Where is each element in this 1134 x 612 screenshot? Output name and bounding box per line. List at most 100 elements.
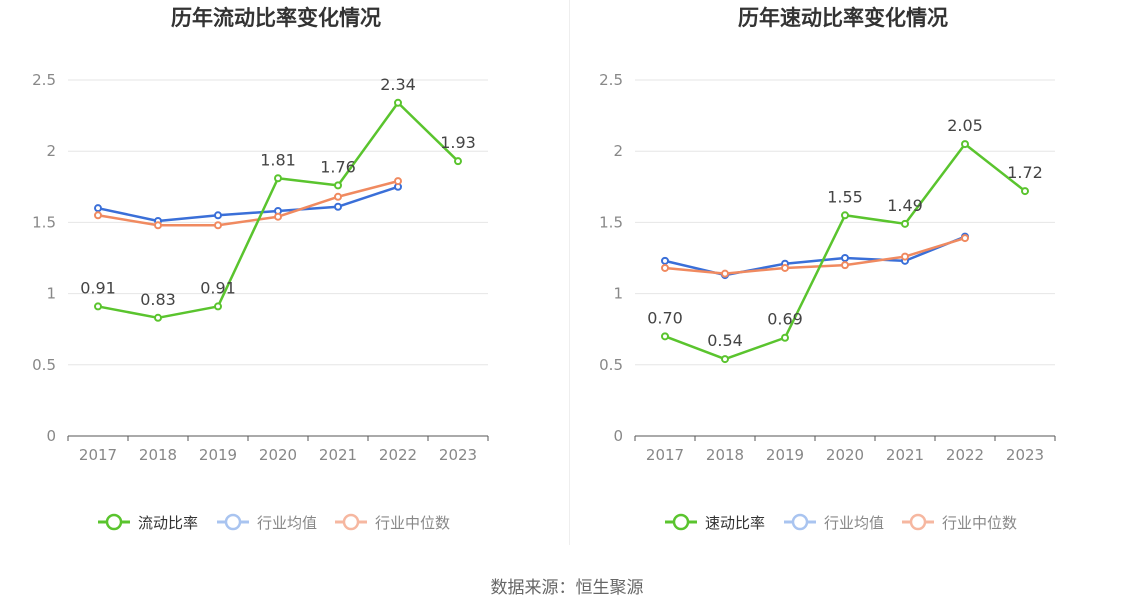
y-tick-label: 1 [613,285,623,303]
data-label: 1.76 [320,157,356,176]
legend-item-1: 行业均值 [217,513,317,532]
data-label: 1.81 [260,150,296,169]
data-point [274,174,282,183]
y-tick-label: 0 [613,427,623,445]
chart-current-ratio: 历年流动比率变化情况 0 0.5 1 1.5 2 2.5 2017 2018 2019 2020 20… [0,0,567,560]
y-tick-label: 0.5 [32,356,56,374]
x-tick-label: 2019 [766,446,804,464]
data-point [394,177,402,186]
legend-item-2: 行业中位数 [902,513,1017,532]
series-line-2 [97,179,399,227]
legend-marker-icon [224,513,242,531]
chart-current-ratio-svg: 历年流动比率变化情况 0 0.5 1 1.5 2 2.5 2017 2018 2019 2020 20… [32,6,489,532]
data-point [154,313,162,322]
data-point [961,140,969,149]
data-point [214,221,222,230]
y-tick-label: 1.5 [32,213,56,231]
data-label: 0.54 [707,331,743,350]
data-point [394,98,402,107]
data-label: 0.69 [767,310,803,329]
data-point [901,252,909,261]
x-tick-label: 2018 [139,446,177,464]
x-tick-label: 2021 [319,446,357,464]
data-point [721,355,729,364]
data-label: 0.91 [200,278,236,297]
data-point [781,263,789,272]
data-label: 1.72 [1007,163,1043,182]
data-point [841,211,849,220]
y-tick-label: 1 [46,285,56,303]
legend-label: 行业均值 [257,514,317,532]
legend-marker-icon [909,513,927,531]
data-label: 2.05 [947,116,983,135]
data-point [154,221,162,230]
data-point [94,204,102,213]
data-point [94,211,102,220]
data-point [781,333,789,342]
data-label: 1.55 [827,187,863,206]
x-tick-label: 2020 [826,446,864,464]
y-tick-label: 2 [613,142,623,160]
data-point [94,302,102,311]
series-line-1 [97,185,399,223]
legend-marker-icon [791,513,809,531]
y-tick-label: 2.5 [32,71,56,89]
chart-quick-ratio: 历年速动比率变化情况 0 0.5 1 1.5 2 2.5 2017 2018 2019 2020 20… [567,0,1134,560]
data-label: 1.93 [440,133,476,152]
legend-label: 行业均值 [824,514,884,532]
data-point [901,219,909,228]
legend-item-0: 速动比率 [665,513,765,532]
chart-quick-ratio-svg: 历年速动比率变化情况 0 0.5 1 1.5 2 2.5 2017 2018 2019 2020 20… [599,6,1056,532]
chart-title: 历年速动比率变化情况 [738,6,948,30]
data-point [214,211,222,220]
data-point [334,181,342,190]
chart-title: 历年流动比率变化情况 [171,6,381,30]
legend-label: 行业中位数 [942,514,1017,532]
legend-marker-icon [342,513,360,531]
data-label: 0.70 [647,308,683,327]
legend-marker-icon [105,513,123,531]
x-tick-label: 2019 [199,446,237,464]
legend-label: 流动比率 [138,514,198,532]
y-tick-label: 1.5 [599,213,623,231]
y-tick-label: 0.5 [599,356,623,374]
data-point [661,263,669,272]
data-point [961,234,969,243]
data-label: 0.91 [80,278,116,297]
x-tick-label: 2023 [1006,446,1044,464]
x-tick-label: 2017 [79,446,117,464]
data-point [334,192,342,201]
legend-item-1: 行业均值 [784,513,884,532]
x-tick-label: 2023 [439,446,477,464]
x-tick-label: 2022 [379,446,417,464]
data-label: 1.49 [887,196,923,215]
y-tick-label: 0 [46,427,56,445]
data-point [841,254,849,262]
panel-divider [569,0,570,545]
data-point [454,157,462,166]
x-tick-label: 2022 [946,446,984,464]
x-tick-label: 2017 [646,446,684,464]
data-point [214,302,222,311]
data-label: 2.34 [380,75,416,94]
data-point [274,212,282,221]
x-tick-label: 2020 [259,446,297,464]
series-line-2 [664,236,966,275]
legend-item-2: 行业中位数 [335,513,450,532]
legend-label: 速动比率 [705,514,765,532]
data-point [661,332,669,341]
y-tick-label: 2 [46,142,56,160]
data-point [841,261,849,270]
data-label: 0.83 [140,290,176,309]
series-line-1 [664,235,966,277]
legend-label: 行业中位数 [375,514,450,532]
legend-marker-icon [672,513,690,531]
data-point [334,202,342,211]
legend-item-0: 流动比率 [98,513,198,532]
x-tick-label: 2021 [886,446,924,464]
y-tick-label: 2.5 [599,71,623,89]
data-point [1021,187,1029,196]
series-line-0 [664,142,1026,361]
data-source: 数据来源：恒生聚源 [490,578,644,598]
data-point [661,256,669,265]
